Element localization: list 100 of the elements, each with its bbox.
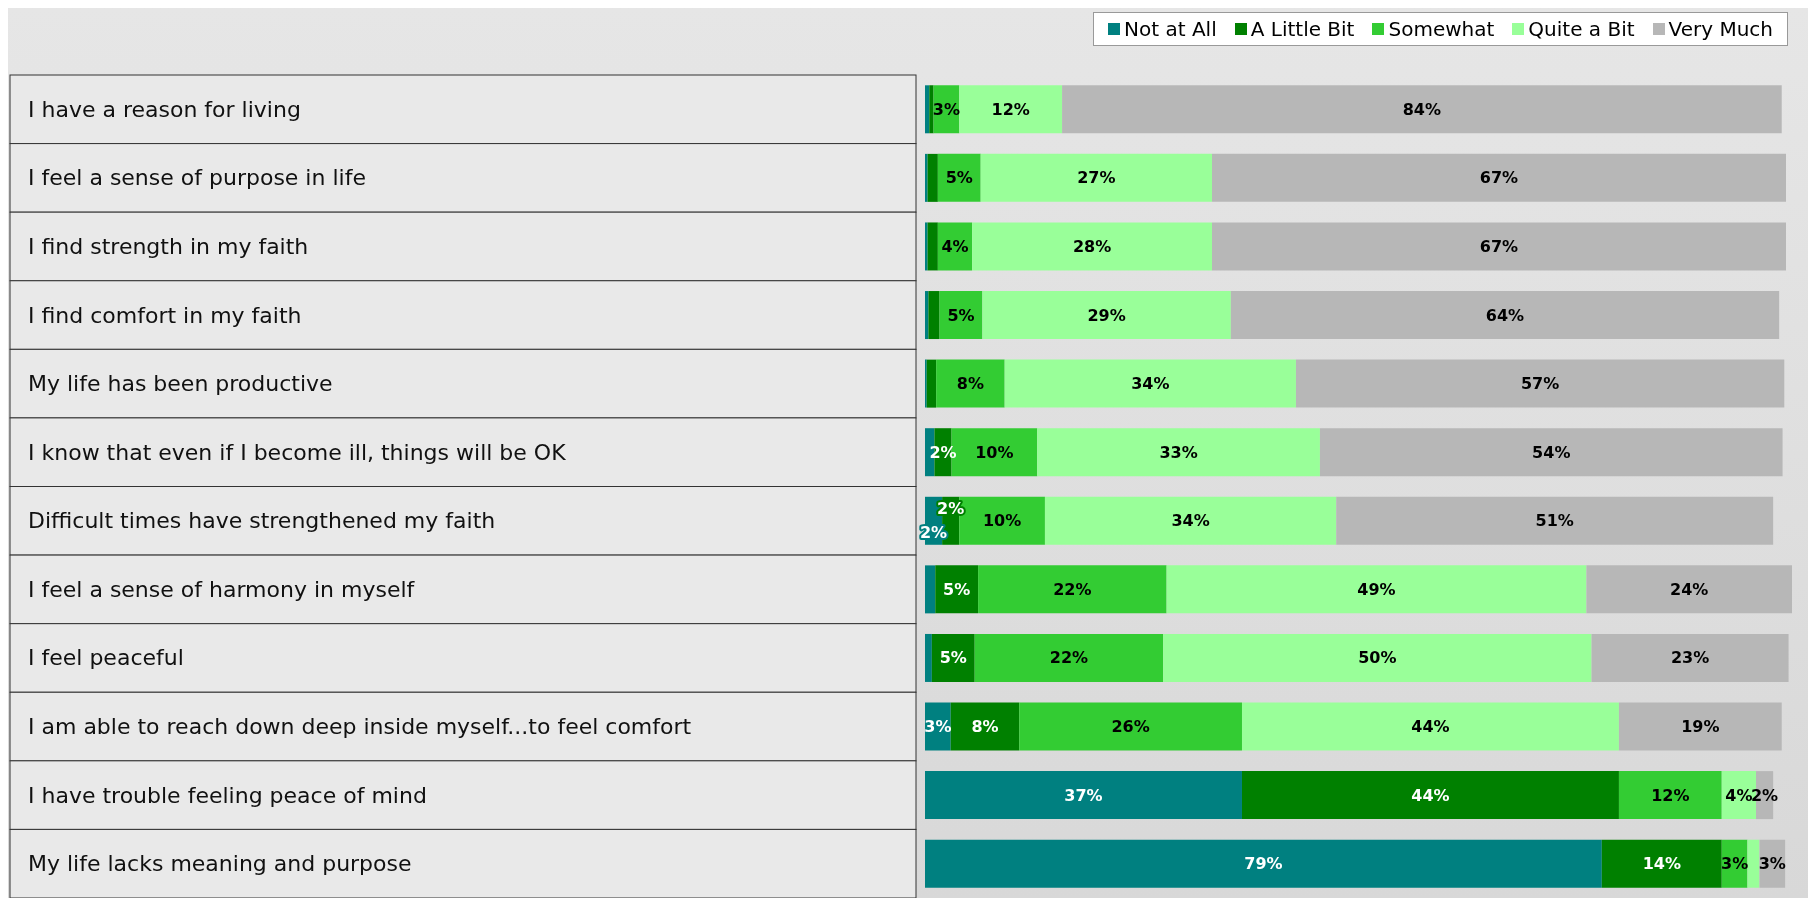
- data-label: 5%: [945, 168, 973, 188]
- bar: [978, 565, 1167, 614]
- bar: [927, 222, 938, 271]
- data-label: 50%: [1358, 648, 1397, 668]
- data-label: 19%: [1681, 717, 1720, 737]
- bar: [931, 633, 975, 682]
- data-label: 5%: [947, 305, 975, 325]
- bar: [925, 222, 928, 271]
- data-label: 4%: [1725, 785, 1753, 805]
- data-label: 51%: [1535, 511, 1574, 531]
- data-label: 64%: [1485, 305, 1525, 325]
- bar: [980, 153, 1212, 202]
- bar: [925, 771, 1242, 820]
- data-label: 10%: [975, 442, 1014, 462]
- bar: [935, 565, 979, 614]
- data-label: 3%: [1758, 854, 1786, 874]
- data-label: 22%: [1049, 648, 1089, 668]
- y-tick-label: I am able to reach down deep inside myself...to feel comfort: [28, 714, 692, 740]
- bar: [925, 153, 928, 202]
- data-label: 2%: [937, 499, 965, 519]
- y-tick-label: Difficult times have strengthened my faith: [28, 508, 496, 534]
- data-label: 12%: [991, 99, 1030, 119]
- bar: [925, 85, 930, 134]
- data-label: 22%: [1053, 579, 1092, 599]
- bar: [1044, 496, 1337, 545]
- data-label: 8%: [956, 374, 984, 394]
- bar: [925, 839, 1602, 888]
- data-label: 8%: [971, 717, 999, 737]
- bar: [1212, 153, 1786, 202]
- legend-label: A Little Bit: [1250, 17, 1355, 41]
- bar: [1319, 428, 1783, 477]
- bar: [937, 153, 981, 202]
- bar: [1004, 359, 1296, 408]
- bar: [1019, 702, 1242, 751]
- data-label: 29%: [1087, 305, 1126, 325]
- data-label: 12%: [1651, 785, 1690, 805]
- legend-label: Somewhat: [1388, 17, 1495, 41]
- bar: [928, 291, 940, 340]
- bar: [1747, 839, 1760, 888]
- data-label: 34%: [1171, 511, 1210, 531]
- legend-label: Very Much: [1668, 17, 1773, 41]
- data-label: 23%: [1670, 648, 1710, 668]
- bar: [1166, 565, 1587, 614]
- data-label: 57%: [1520, 374, 1560, 394]
- data-label: 44%: [1411, 785, 1450, 805]
- y-tick-label: I feel a sense of harmony in myself: [28, 576, 416, 602]
- data-label: 24%: [1670, 579, 1709, 599]
- data-label: 2%: [929, 442, 957, 462]
- bar: [959, 85, 1063, 134]
- bar: [925, 565, 936, 614]
- y-tick-label: I feel peaceful: [28, 645, 184, 671]
- data-label: 5%: [943, 579, 971, 599]
- bar: [1586, 565, 1792, 614]
- data-label: 54%: [1532, 442, 1571, 462]
- bar: [1618, 771, 1722, 820]
- data-label: 3%: [924, 717, 952, 737]
- data-label: 4%: [941, 236, 969, 256]
- data-label: 3%: [932, 99, 960, 119]
- data-label: 27%: [1077, 168, 1116, 188]
- data-label: 26%: [1111, 717, 1150, 737]
- data-label: 49%: [1357, 579, 1396, 599]
- y-tick-label: I feel a sense of purpose in life: [28, 165, 366, 191]
- bar: [1601, 839, 1722, 888]
- data-label: 67%: [1479, 236, 1519, 256]
- y-tick-label: I find strength in my faith: [28, 233, 309, 259]
- bar: [1241, 702, 1619, 751]
- data-label: 67%: [1479, 168, 1519, 188]
- legend-label: Quite a Bit: [1528, 17, 1635, 41]
- bar: [1295, 359, 1785, 408]
- bar: [982, 291, 1231, 340]
- bar: [1163, 633, 1592, 682]
- bar: [936, 359, 1005, 408]
- data-label: 84%: [1402, 99, 1442, 119]
- data-label: 28%: [1072, 236, 1112, 256]
- y-tick-label: I find comfort in my faith: [28, 302, 302, 328]
- bar: [1037, 428, 1320, 477]
- y-tick-label: I know that even if I become ill, things will be OK: [28, 439, 567, 465]
- bar: [927, 153, 938, 202]
- y-tick-label: My life has been productive: [28, 371, 333, 397]
- y-tick-label: I have trouble feeling peace of mind: [28, 782, 427, 808]
- bar: [1062, 85, 1782, 134]
- bar: [950, 702, 1020, 751]
- bar: [929, 85, 934, 134]
- bar: [1241, 771, 1619, 820]
- bar: [926, 359, 937, 408]
- bar: [1591, 633, 1789, 682]
- bar: [1212, 222, 1786, 271]
- data-label: 34%: [1131, 374, 1170, 394]
- legend-label: Not at All: [1124, 17, 1217, 41]
- bar: [1618, 702, 1782, 751]
- data-label: 79%: [1244, 854, 1283, 874]
- data-label: 37%: [1064, 785, 1103, 805]
- bar: [972, 222, 1212, 271]
- data-label: 3%: [1721, 854, 1749, 874]
- data-label: 44%: [1411, 717, 1450, 737]
- bar: [974, 633, 1164, 682]
- data-label: 2%: [1751, 785, 1779, 805]
- data-label: 14%: [1642, 854, 1681, 874]
- bar: [925, 633, 932, 682]
- data-label: 10%: [982, 511, 1022, 531]
